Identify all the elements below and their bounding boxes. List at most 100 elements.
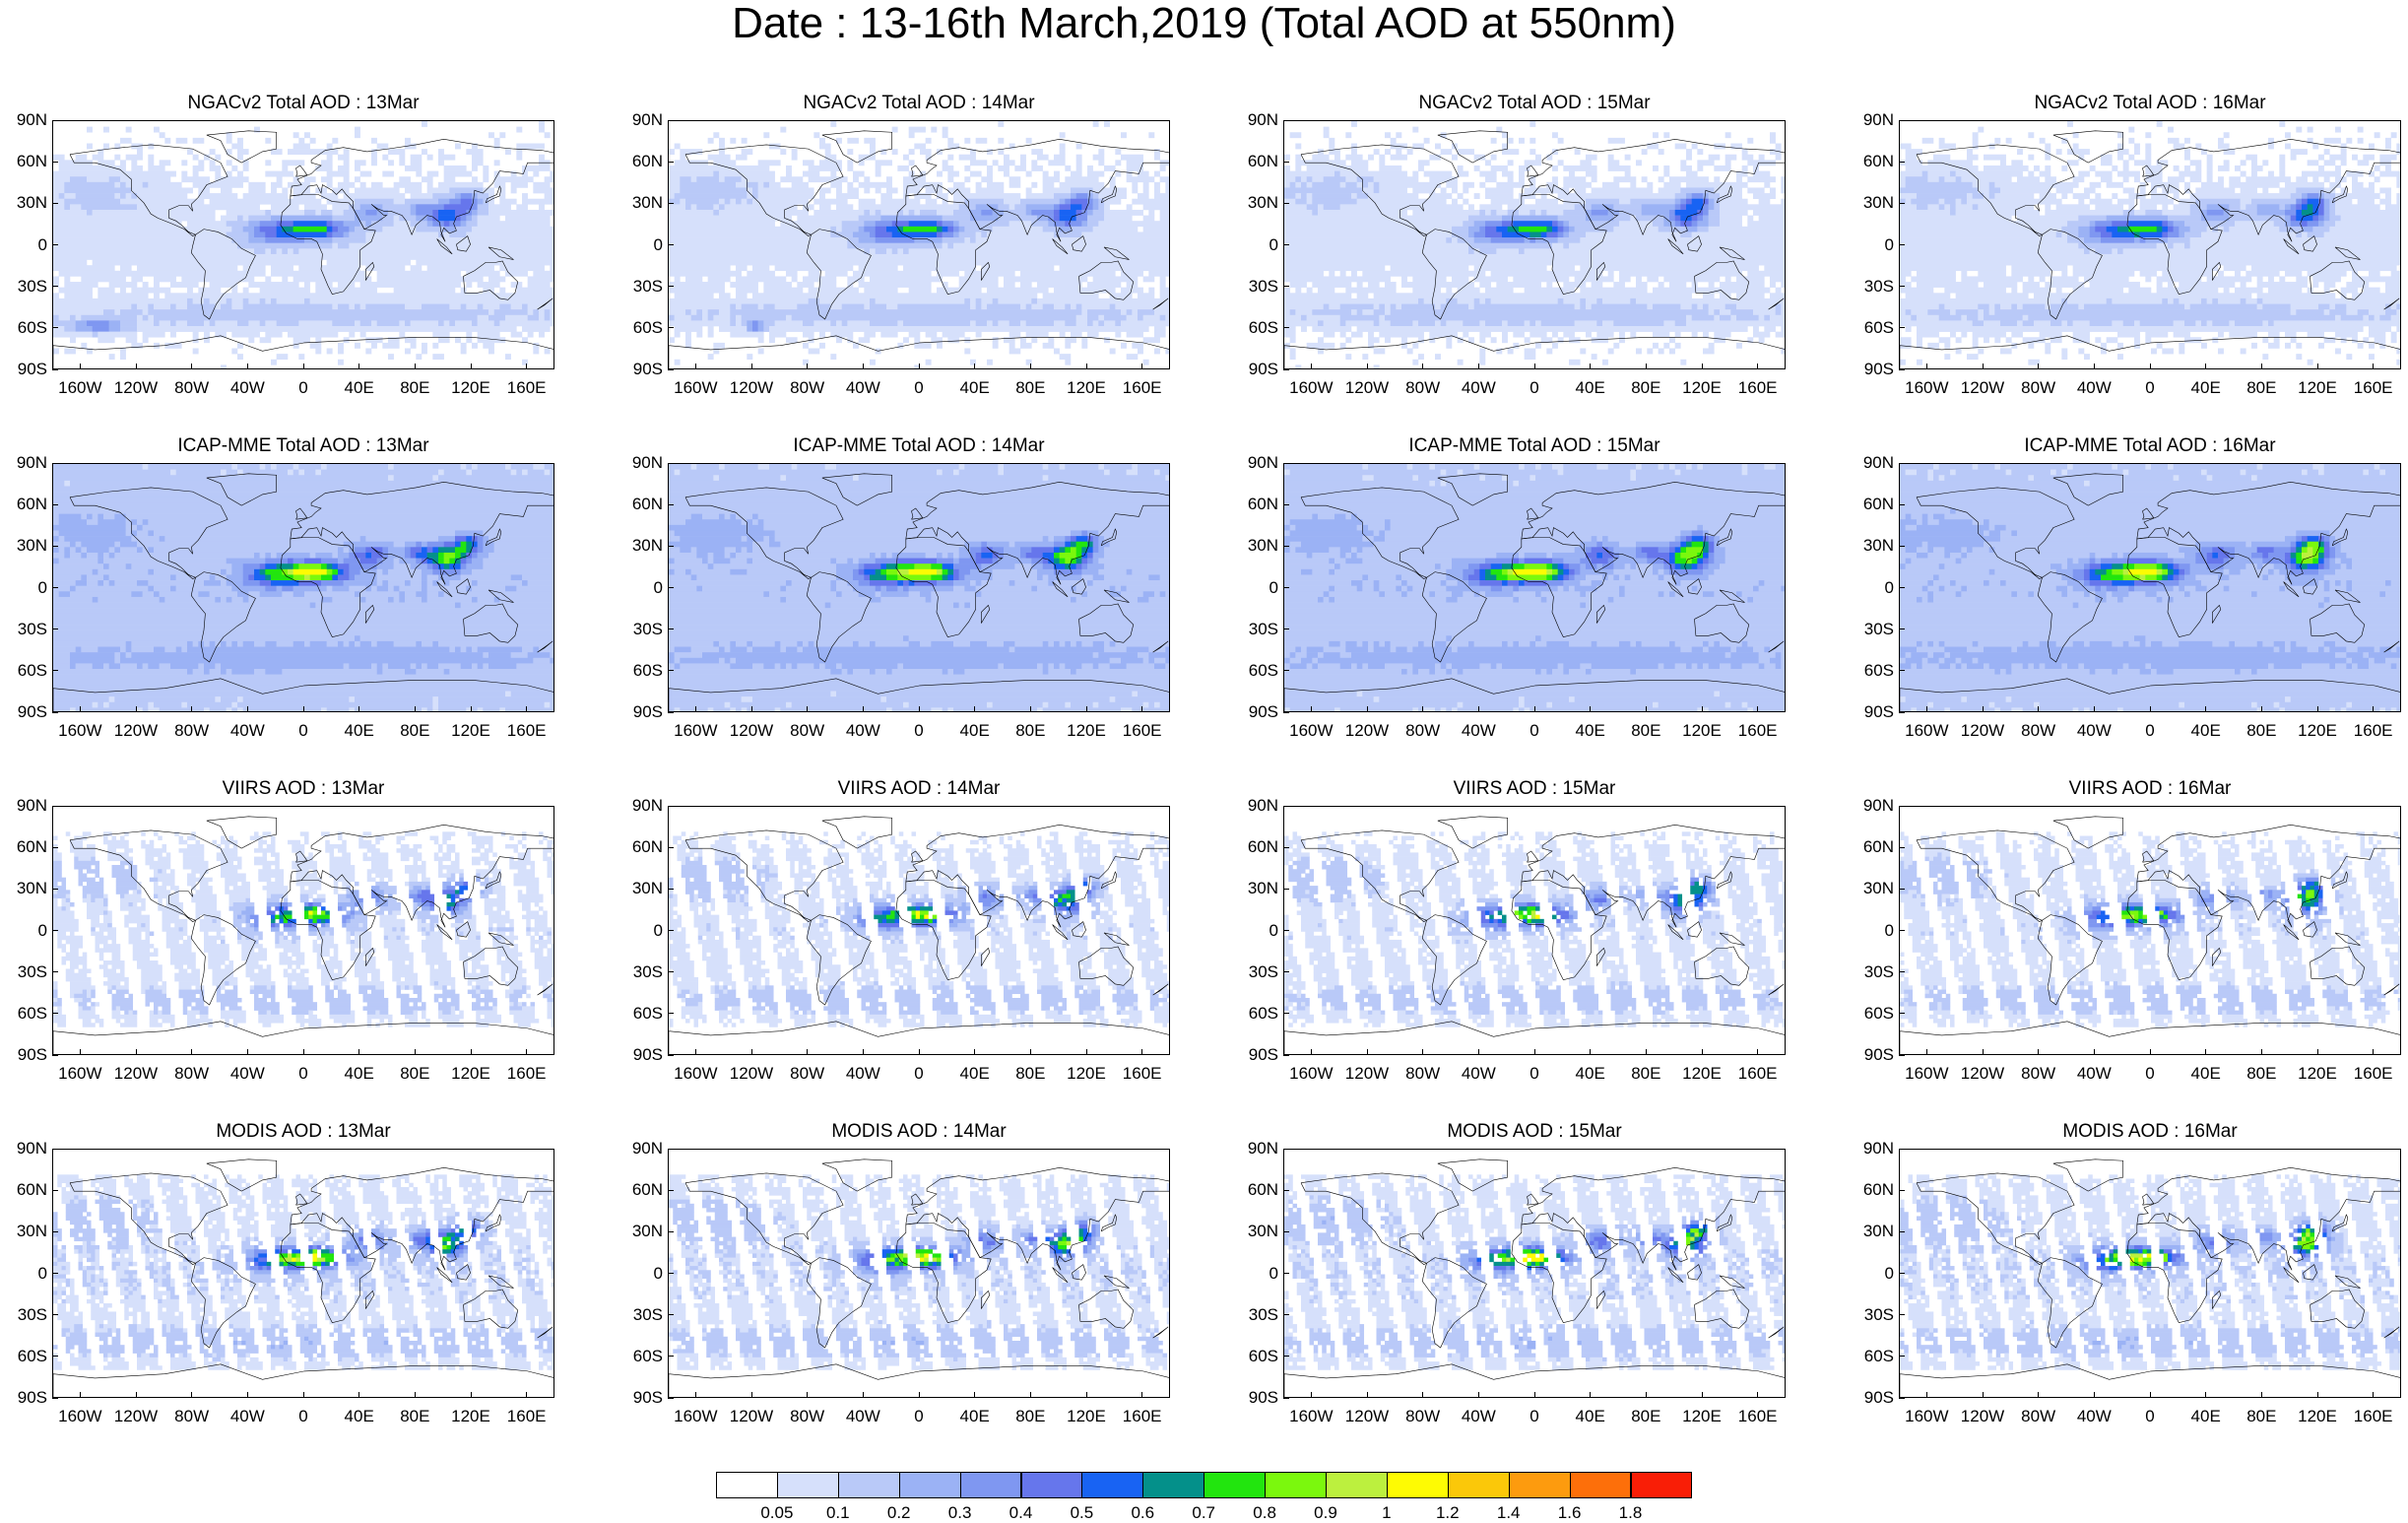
lon-tick-label: 40E xyxy=(2190,1407,2221,1425)
lon-tick-label: 0 xyxy=(298,1064,308,1083)
lon-tick xyxy=(191,1049,193,1055)
lat-tick-label: 60S xyxy=(1863,1003,1894,1023)
lon-tick-label: 160E xyxy=(1737,721,1778,740)
lon-tick-label: 40W xyxy=(1461,1407,1496,1425)
lat-tick xyxy=(668,503,674,505)
lon-tick xyxy=(1925,364,1927,369)
lat-tick xyxy=(668,971,674,973)
lon-tick-label: 160W xyxy=(58,721,102,740)
colorbar-label: 1.8 xyxy=(1618,1503,1643,1522)
lon-tick-label: 120E xyxy=(2298,1064,2337,1083)
lon-tick-label: 120E xyxy=(2298,378,2337,397)
lat-tick-label: 0 xyxy=(37,920,47,940)
lat-tick xyxy=(1899,971,1905,973)
lon-tick-label: 160W xyxy=(58,1407,102,1425)
lon-tick-label: 40W xyxy=(1461,721,1496,740)
lat-tick-label: 0 xyxy=(1884,920,1894,940)
lon-tick-label: 160E xyxy=(506,721,547,740)
lat-tick-label: 30N xyxy=(1247,193,1278,213)
lon-tick-label: 40E xyxy=(2190,1064,2221,1083)
lon-tick xyxy=(862,364,864,369)
panel-title: NGACv2 Total AOD : 16Mar xyxy=(2034,93,2266,113)
colorbar-label: 0.3 xyxy=(947,1503,972,1522)
lon-tick xyxy=(2373,706,2375,712)
lon-tick-label: 80E xyxy=(1631,1407,1661,1425)
lon-tick xyxy=(246,706,248,712)
lon-tick xyxy=(1422,364,1424,369)
lat-tick xyxy=(1899,545,1905,547)
lon-tick xyxy=(807,1049,809,1055)
lat-tick-label: 60N xyxy=(1247,837,1278,857)
lon-tick xyxy=(2149,706,2151,712)
lon-tick xyxy=(2373,364,2375,369)
lon-tick xyxy=(1310,364,1312,369)
lat-tick xyxy=(1283,1397,1289,1399)
lat-tick xyxy=(668,368,674,370)
lon-tick-label: 0 xyxy=(2145,1064,2155,1083)
aod-map-ngac-day2 xyxy=(668,120,1170,369)
lon-tick-label: 40E xyxy=(1575,721,1605,740)
lat-tick xyxy=(1283,462,1289,464)
coastline-layer xyxy=(1900,474,2401,712)
lon-tick xyxy=(1029,1049,1031,1055)
lat-tick-label: 60N xyxy=(16,837,47,857)
colorbar-label: 0.4 xyxy=(1009,1503,1033,1522)
lat-tick-label: 60N xyxy=(16,1180,47,1200)
lon-tick xyxy=(1310,706,1312,712)
lon-tick xyxy=(2316,1392,2318,1398)
lat-tick-label: 90N xyxy=(1862,453,1894,472)
lat-tick xyxy=(668,119,674,121)
panel-title: VIIRS AOD : 13Mar xyxy=(222,778,385,799)
lon-tick-label: 40W xyxy=(2076,1064,2112,1083)
lat-tick xyxy=(1283,161,1289,163)
lat-tick-label: 90S xyxy=(632,360,663,378)
colorbar-swatch xyxy=(837,1472,900,1498)
lat-tick-label: 30S xyxy=(17,1304,47,1324)
colorbar-swatch xyxy=(1265,1472,1327,1498)
lon-tick-label: 120E xyxy=(451,1064,490,1083)
lon-tick-label: 80W xyxy=(790,1407,825,1425)
lat-tick-label: 60N xyxy=(1247,495,1278,514)
lon-tick-label: 120E xyxy=(1682,1064,1722,1083)
lon-tick-label: 40E xyxy=(344,378,374,397)
lat-tick xyxy=(1899,1013,1905,1015)
lon-tick xyxy=(1982,364,1984,369)
panel-title: ICAP-MME Total AOD : 15Mar xyxy=(1408,435,1660,456)
lon-tick-label: 80W xyxy=(2021,1407,2056,1425)
lat-tick-label: 60N xyxy=(631,837,663,857)
lat-tick-label: 90N xyxy=(1862,110,1894,129)
coastline-layer xyxy=(669,817,1170,1055)
lon-tick xyxy=(135,1392,137,1398)
lon-tick-label: 160E xyxy=(1122,1064,1162,1083)
aod-map-modis-day3 xyxy=(1283,1149,1786,1398)
lon-tick xyxy=(2316,1049,2318,1055)
lon-tick-label: 160E xyxy=(1737,1407,1778,1425)
lon-tick-label: 120E xyxy=(1067,378,1106,397)
lon-tick xyxy=(1141,1049,1143,1055)
lat-tick-label: 60S xyxy=(1863,1346,1894,1365)
lat-tick xyxy=(52,1230,58,1232)
lon-tick xyxy=(750,706,752,712)
aod-map-icap-day3 xyxy=(1283,463,1786,712)
lon-tick xyxy=(1029,706,1031,712)
lon-tick xyxy=(2093,1049,2095,1055)
aod-field-layer xyxy=(53,831,553,1027)
lat-tick-label: 90S xyxy=(1863,1388,1894,1407)
lat-tick-label: 30S xyxy=(632,619,663,638)
lon-tick-label: 0 xyxy=(1529,1407,1539,1425)
colorbar-swatch xyxy=(1142,1472,1205,1498)
lon-tick-label: 160W xyxy=(1289,721,1334,740)
lat-tick-label: 60N xyxy=(631,152,663,171)
lat-tick-label: 30S xyxy=(17,276,47,296)
lat-tick xyxy=(1283,1189,1289,1191)
lat-tick-label: 60N xyxy=(631,1180,663,1200)
lon-tick-label: 160E xyxy=(1737,378,1778,397)
aod-colorbar xyxy=(716,1472,1693,1498)
lon-tick-label: 160W xyxy=(1905,1064,1949,1083)
lat-tick xyxy=(1899,1148,1905,1150)
lon-tick-label: 80W xyxy=(790,721,825,740)
lon-tick xyxy=(246,1049,248,1055)
lat-tick-label: 90S xyxy=(1248,702,1278,721)
lon-tick xyxy=(1590,364,1592,369)
lat-tick xyxy=(668,1230,674,1232)
